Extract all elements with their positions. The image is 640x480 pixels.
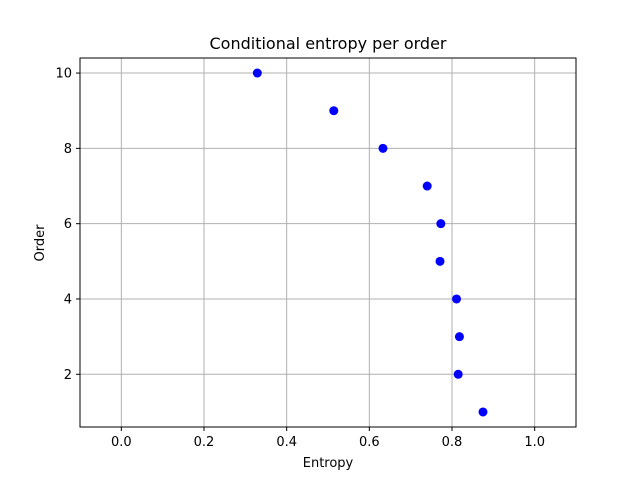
data-point	[454, 332, 464, 342]
data-point	[252, 68, 262, 78]
data-points	[252, 68, 488, 417]
y-tick-label: 2	[64, 368, 72, 383]
plot-area-frame	[79, 57, 577, 428]
y-tick-label: 4	[64, 292, 72, 307]
x-tick-label: 0.6	[359, 435, 380, 450]
data-point	[422, 181, 432, 191]
x-tick-label: 1.0	[524, 435, 545, 450]
data-point	[453, 369, 463, 379]
data-point	[478, 407, 488, 417]
y-tick-label: 8	[64, 142, 72, 157]
y-axis-ticks: 2 4 6 8 10	[55, 67, 80, 383]
data-point	[435, 256, 445, 266]
data-point	[329, 106, 339, 116]
y-tick-label: 10	[55, 67, 72, 82]
y-axis-label: Order	[33, 224, 48, 262]
y-tick-label: 6	[64, 217, 72, 232]
x-axis-ticks: 0.0 0.2 0.4 0.6 0.8 1.0	[111, 427, 545, 450]
data-point	[436, 219, 446, 229]
x-axis-label: Entropy	[303, 456, 354, 471]
x-tick-label: 0.2	[194, 435, 215, 450]
grid-lines	[80, 58, 576, 427]
data-point	[452, 294, 462, 304]
x-tick-label: 0.0	[111, 435, 132, 450]
data-point	[378, 143, 388, 153]
x-tick-label: 0.8	[442, 435, 463, 450]
chart-title: Conditional entropy per order	[210, 34, 447, 53]
x-tick-label: 0.4	[276, 435, 297, 450]
